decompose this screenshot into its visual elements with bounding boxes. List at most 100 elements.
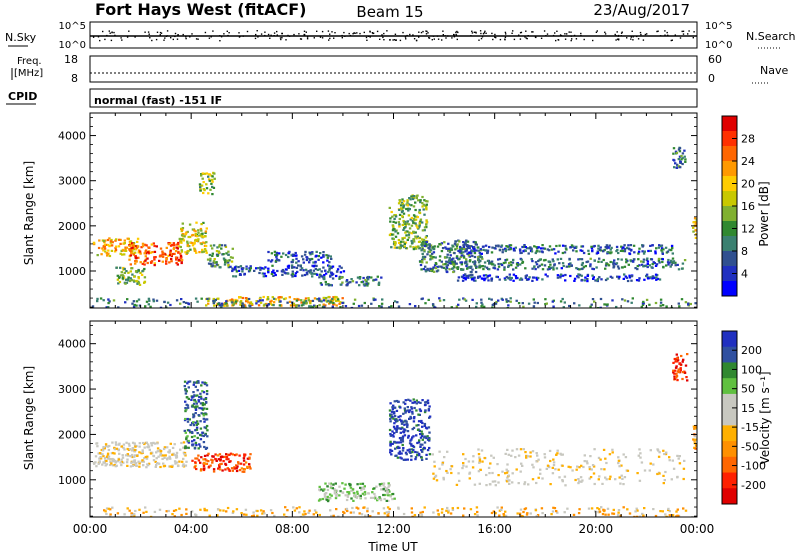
echo-cell — [467, 460, 471, 463]
echo-cell — [124, 301, 127, 304]
echo-cell — [617, 277, 621, 280]
echo-cell — [626, 300, 630, 303]
echo-cell — [604, 457, 607, 460]
echo-cell — [545, 467, 548, 470]
nsky-point — [276, 34, 278, 36]
nsky-point — [344, 35, 346, 37]
echo-cell — [543, 264, 547, 267]
echo-cell — [312, 265, 315, 268]
echo-cell — [103, 447, 106, 450]
echo-cell — [338, 277, 341, 280]
echo-cell — [394, 230, 397, 233]
nsky-point — [543, 30, 546, 32]
echo-cell — [356, 490, 359, 493]
nsky-point — [575, 38, 578, 40]
echo-cell — [401, 421, 405, 424]
echo-cell — [175, 461, 179, 464]
echo-cell — [670, 263, 673, 266]
echo-cell — [460, 254, 463, 257]
echo-cell — [592, 465, 596, 468]
echo-cell — [153, 262, 156, 265]
echo-cell — [175, 258, 178, 261]
echo-cell — [686, 353, 689, 356]
echo-cell — [578, 466, 581, 469]
echo-cell — [411, 515, 414, 517]
echo-cell — [269, 260, 273, 263]
echo-cell — [300, 267, 304, 270]
echo-cell — [335, 492, 339, 496]
nsky-point — [681, 30, 683, 33]
echo-cell — [518, 512, 522, 515]
echo-cell — [546, 464, 550, 467]
echo-cell — [445, 260, 448, 263]
echo-cell — [472, 455, 475, 458]
echo-cell — [605, 461, 608, 465]
echo-cell — [413, 416, 416, 419]
echo-cell — [108, 237, 111, 240]
echo-cell — [362, 276, 365, 280]
echo-cell — [444, 256, 447, 259]
echo-cell — [256, 514, 259, 517]
echo-cell — [388, 490, 391, 493]
echo-cell — [433, 475, 437, 479]
echo-cell — [467, 276, 470, 279]
echo-cell — [550, 248, 554, 251]
echo-cell — [518, 248, 522, 251]
nsky-point — [620, 35, 622, 37]
echo-cell — [205, 400, 208, 404]
echo-cell — [212, 470, 216, 473]
echo-cell — [185, 396, 189, 399]
echo-cell — [199, 445, 202, 448]
echo-cell — [475, 265, 478, 268]
echo-cell — [114, 249, 118, 252]
echo-cell — [360, 304, 364, 307]
echo-cell — [598, 508, 601, 511]
echo-cell — [465, 274, 469, 278]
echo-cell — [194, 233, 197, 236]
echo-cell — [395, 430, 398, 433]
station-title: Fort Hays West (fitACF) — [95, 0, 306, 19]
echo-cell — [392, 404, 395, 407]
echo-cell — [379, 499, 383, 502]
echo-cell — [240, 467, 244, 470]
echo-cell — [131, 455, 134, 459]
echo-cell — [407, 434, 410, 437]
nsky-point — [682, 33, 685, 35]
echo-cell — [604, 513, 607, 516]
echo-cell — [535, 515, 538, 517]
echo-cell — [524, 249, 527, 252]
echo-cell — [228, 460, 231, 463]
nsky-point — [519, 38, 522, 40]
echo-cell — [399, 441, 403, 444]
echo-cell — [200, 297, 203, 300]
echo-cell — [407, 398, 410, 401]
echo-cell — [287, 266, 290, 269]
echo-cell — [593, 482, 596, 486]
echo-cell — [330, 266, 333, 270]
echo-cell — [321, 305, 325, 308]
echo-cell — [194, 385, 197, 388]
nsky-point — [174, 35, 176, 38]
echo-cell — [102, 461, 105, 464]
echo-cell — [613, 259, 616, 262]
echo-cell — [206, 429, 209, 432]
echo-cell — [231, 247, 234, 250]
echo-cell — [250, 302, 254, 306]
echo-cell — [152, 300, 155, 303]
echo-cell — [487, 279, 490, 282]
colorbar-swatch — [722, 472, 737, 489]
echo-cell — [435, 270, 439, 273]
colorbar-swatch — [722, 146, 737, 162]
nsky-point — [409, 33, 411, 36]
echo-cell — [216, 508, 220, 511]
echo-cell — [193, 394, 196, 397]
echo-cell — [414, 222, 417, 225]
echo-cell — [552, 260, 555, 263]
echo-cell — [531, 260, 534, 263]
echo-cell — [339, 271, 343, 274]
echo-cell — [208, 179, 211, 182]
echo-cell — [309, 251, 312, 255]
echo-cell — [166, 457, 169, 460]
echo-cell — [211, 175, 214, 178]
echo-cell — [232, 275, 235, 278]
